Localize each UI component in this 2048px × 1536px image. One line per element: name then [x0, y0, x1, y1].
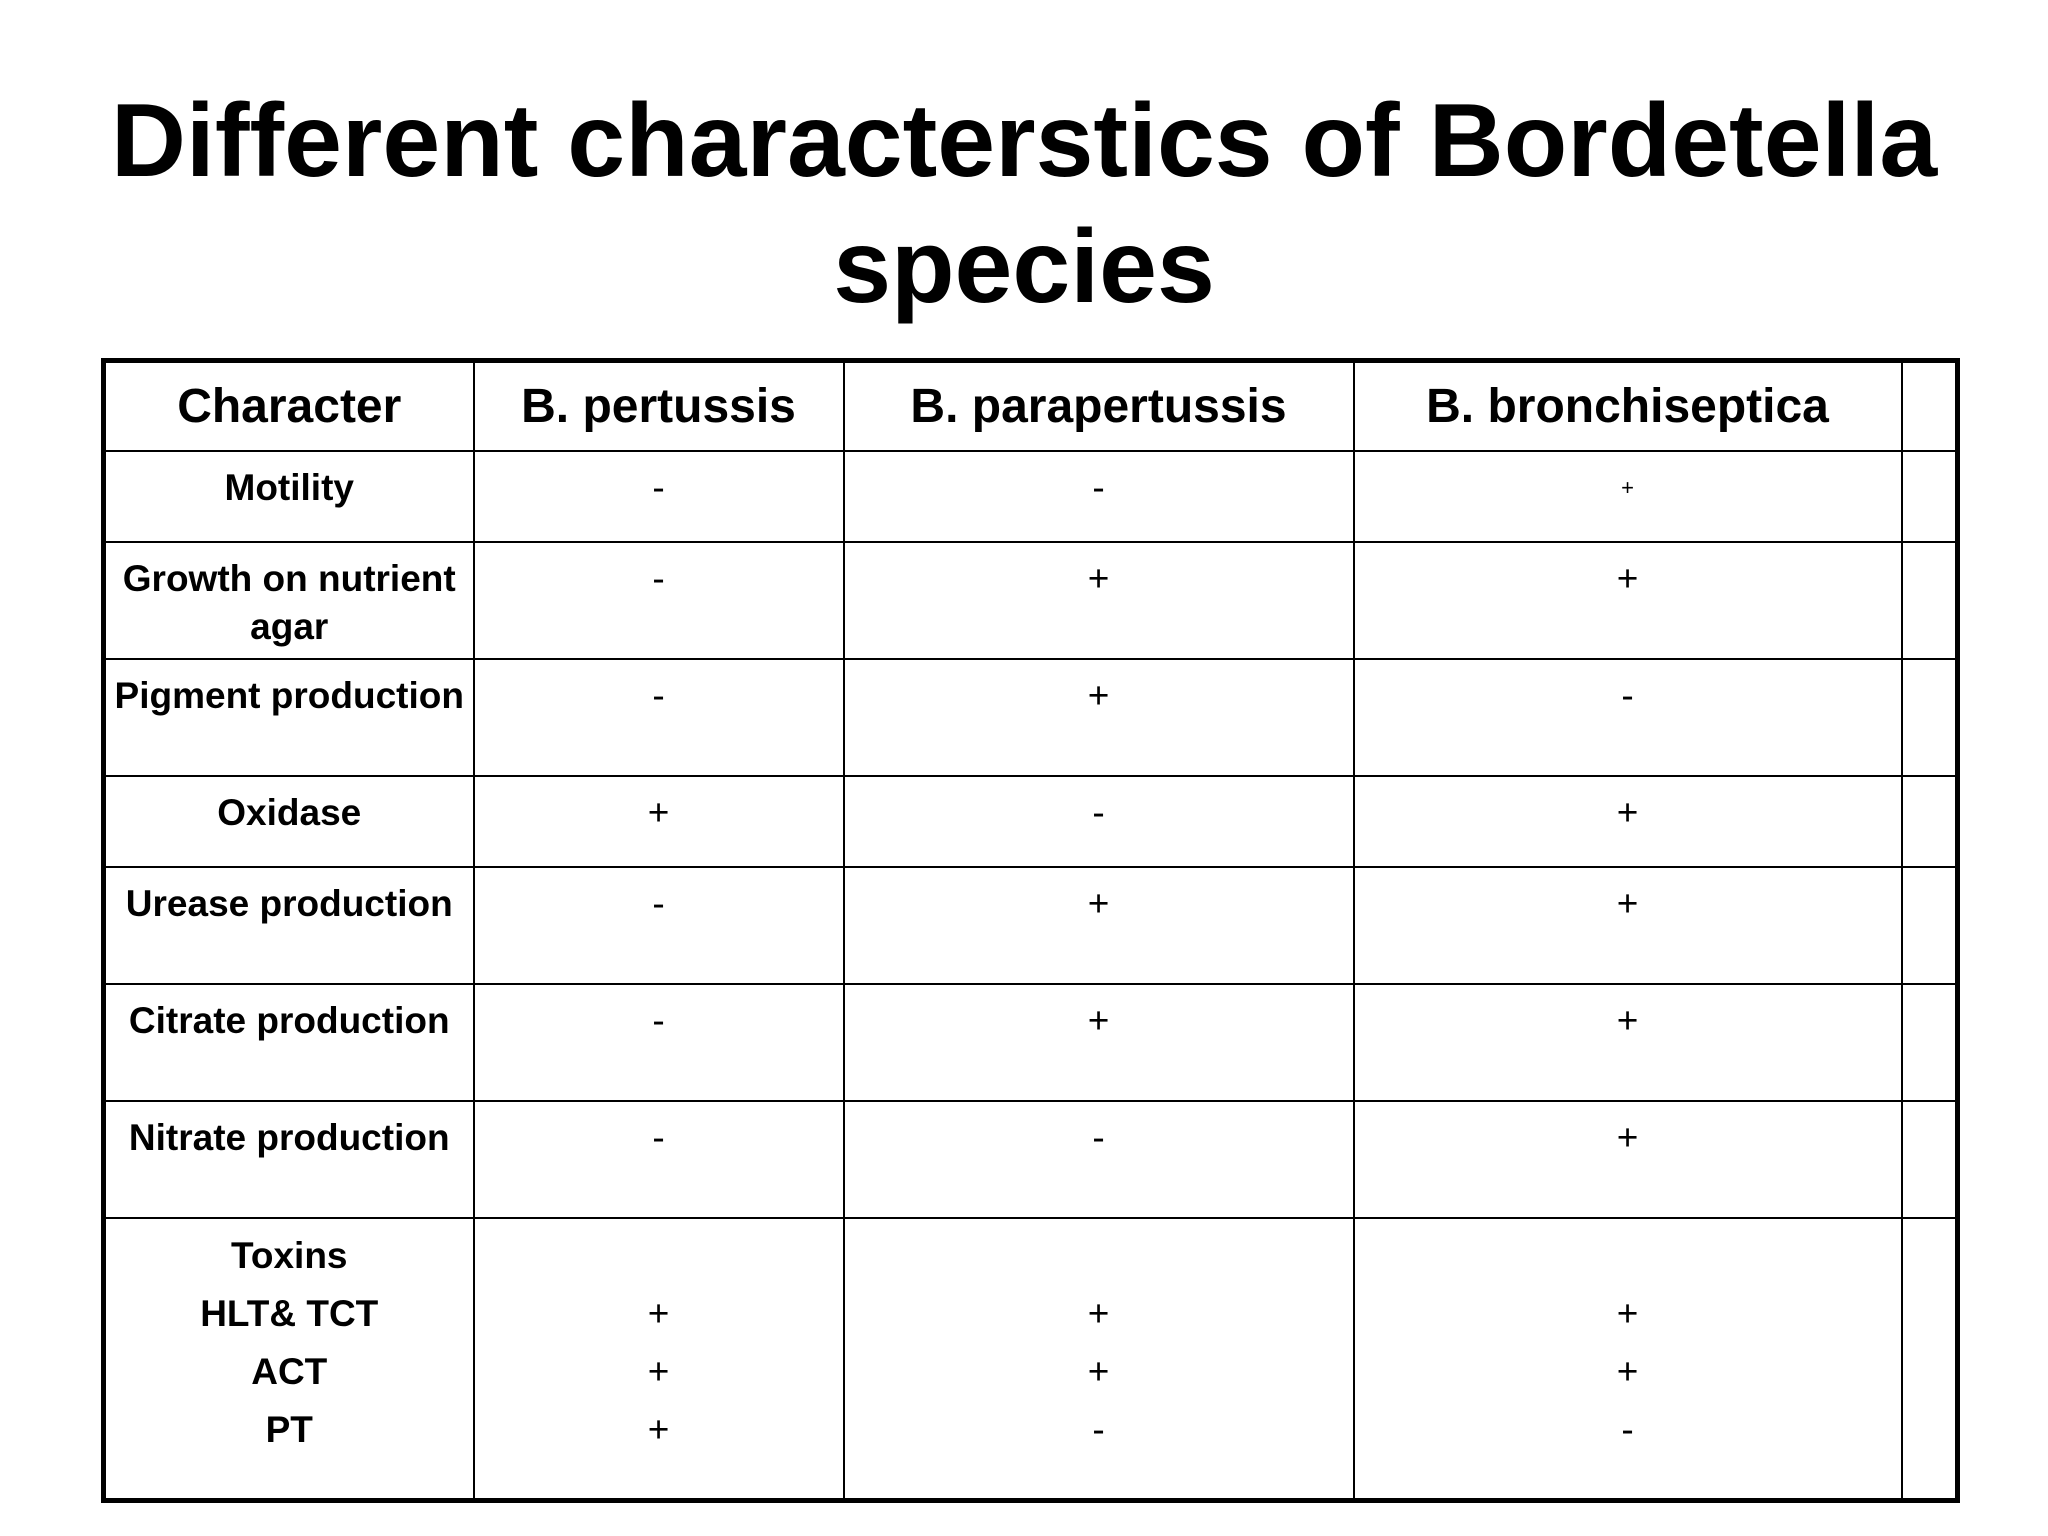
header-b-pertussis: B. pertussis — [472, 359, 845, 452]
row-label: Citrate production — [102, 982, 475, 1102]
toxin-label: HLT& TCT — [200, 1292, 379, 1334]
cell-value: - — [472, 540, 845, 660]
cell-value: + — [1352, 865, 1903, 985]
cell-value: + — [1352, 1099, 1903, 1219]
toxins-label-cell: Toxins HLT& TCT ACT PT — [102, 1216, 475, 1502]
toxins-parapertussis-cell: . + + - — [842, 1216, 1355, 1502]
toxin-label: ACT — [251, 1350, 328, 1392]
cell-value: - — [842, 1099, 1355, 1219]
empty-cell — [1900, 540, 1959, 660]
cell-value: + — [1352, 982, 1903, 1102]
empty-cell — [1900, 982, 1959, 1102]
toxins-bronchiseptica-cell: . + + - — [1352, 1216, 1903, 1502]
empty-cell — [1900, 657, 1959, 777]
cell-value: - — [1621, 1408, 1634, 1450]
characteristics-table: Character B. pertussis B. parapertussis … — [101, 358, 1960, 1503]
toxins-heading: Toxins — [231, 1234, 348, 1276]
cell-value: - — [1352, 657, 1903, 777]
toxin-label: PT — [265, 1408, 313, 1450]
table-row-toxins: Toxins HLT& TCT ACT PT . + + + . + + - .… — [102, 1216, 1959, 1502]
header-b-bronchiseptica: B. bronchiseptica — [1352, 359, 1903, 452]
empty-cell — [1900, 1099, 1959, 1219]
cell-value: - — [842, 449, 1355, 543]
table-header-row: Character B. pertussis B. parapertussis … — [102, 359, 1959, 452]
cell-value: - — [472, 865, 845, 985]
cell-value: - — [472, 1099, 845, 1219]
table-row: Oxidase + - + — [102, 774, 1959, 868]
cell-value: + — [1087, 1350, 1110, 1392]
table-row: Citrate production - + + — [102, 982, 1959, 1102]
header-empty — [1900, 359, 1959, 452]
cell-value: + — [842, 657, 1355, 777]
cell-value: + — [1352, 540, 1903, 660]
row-label: Pigment production — [102, 657, 475, 777]
empty-cell — [1900, 1216, 1959, 1502]
row-label: Urease production — [102, 865, 475, 985]
cell-value: + — [472, 774, 845, 868]
table-row: Growth on nutrient agar - + + — [102, 540, 1959, 660]
empty-cell — [1900, 865, 1959, 985]
cell-value: + — [1352, 774, 1903, 868]
header-b-parapertussis: B. parapertussis — [842, 359, 1355, 452]
cell-value: + — [842, 982, 1355, 1102]
header-character: Character — [102, 359, 475, 452]
table-row: Nitrate production - - + — [102, 1099, 1959, 1219]
cell-value: - — [472, 982, 845, 1102]
cell-value: - — [1092, 1408, 1105, 1450]
cell-value: + — [647, 1350, 670, 1392]
cell-value: + — [1352, 449, 1903, 543]
characteristics-table-container: Character B. pertussis B. parapertussis … — [101, 358, 1960, 1503]
row-label: Growth on nutrient agar — [102, 540, 475, 660]
cell-value: - — [842, 774, 1355, 868]
cell-value: + — [842, 865, 1355, 985]
row-label: Motility — [102, 449, 475, 543]
cell-value: + — [1087, 1292, 1110, 1334]
toxins-pertussis-cell: . + + + — [472, 1216, 845, 1502]
row-label: Oxidase — [102, 774, 475, 868]
table-row: Urease production - + + — [102, 865, 1959, 985]
cell-value: - — [472, 657, 845, 777]
row-label: Nitrate production — [102, 1099, 475, 1219]
cell-value: + — [647, 1408, 670, 1450]
cell-value: + — [1616, 1350, 1639, 1392]
table-row: Pigment production - + - — [102, 657, 1959, 777]
empty-cell — [1900, 774, 1959, 868]
slide-title: Different characterstics of Bordetella s… — [110, 83, 1938, 325]
empty-cell — [1900, 449, 1959, 543]
cell-value: + — [1616, 1292, 1639, 1334]
cell-value: + — [842, 540, 1355, 660]
table-row: Motility - - + — [102, 449, 1959, 543]
cell-value: + — [647, 1292, 670, 1334]
cell-value: - — [472, 449, 845, 543]
